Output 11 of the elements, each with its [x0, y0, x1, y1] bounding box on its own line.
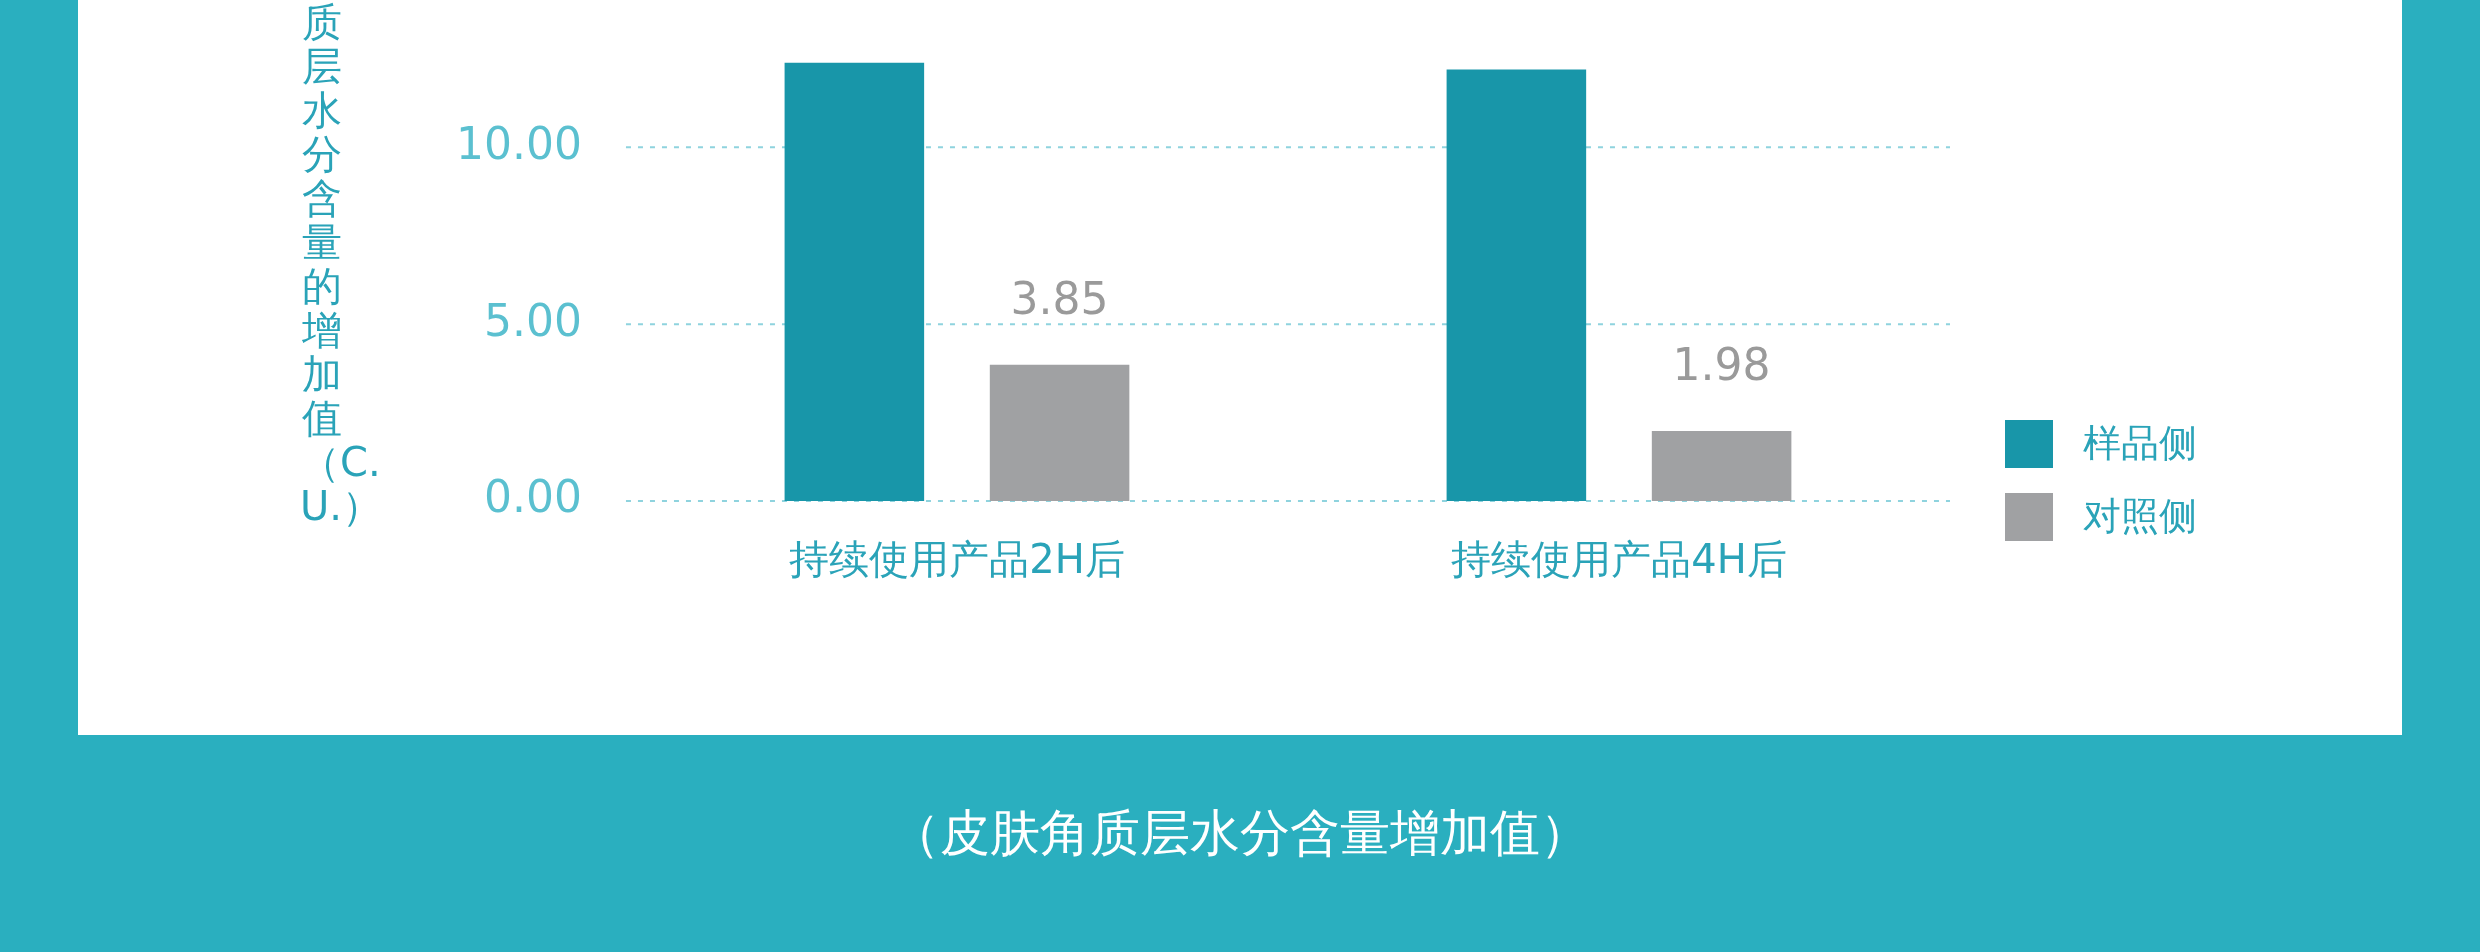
x-tick-label: 持续使用产品4H后 [1451, 536, 1787, 583]
y-tick-label: 5.00 [483, 294, 582, 346]
data-label: 3.85 [1010, 273, 1109, 325]
y-tick-label: 10.00 [455, 117, 582, 169]
x-tick-label: 持续使用产品2H后 [789, 536, 1125, 583]
text: （皮肤角质层水分含量增加值） [889, 803, 1591, 864]
data-label: 1.98 [1672, 339, 1771, 391]
legend-label: 样品侧 [2083, 420, 2197, 467]
y-tick-label: 0.00 [483, 471, 582, 523]
text: 质层水分含量的增加值（C.U.） [300, 0, 382, 529]
legend-label: 对照侧 [2083, 493, 2197, 540]
